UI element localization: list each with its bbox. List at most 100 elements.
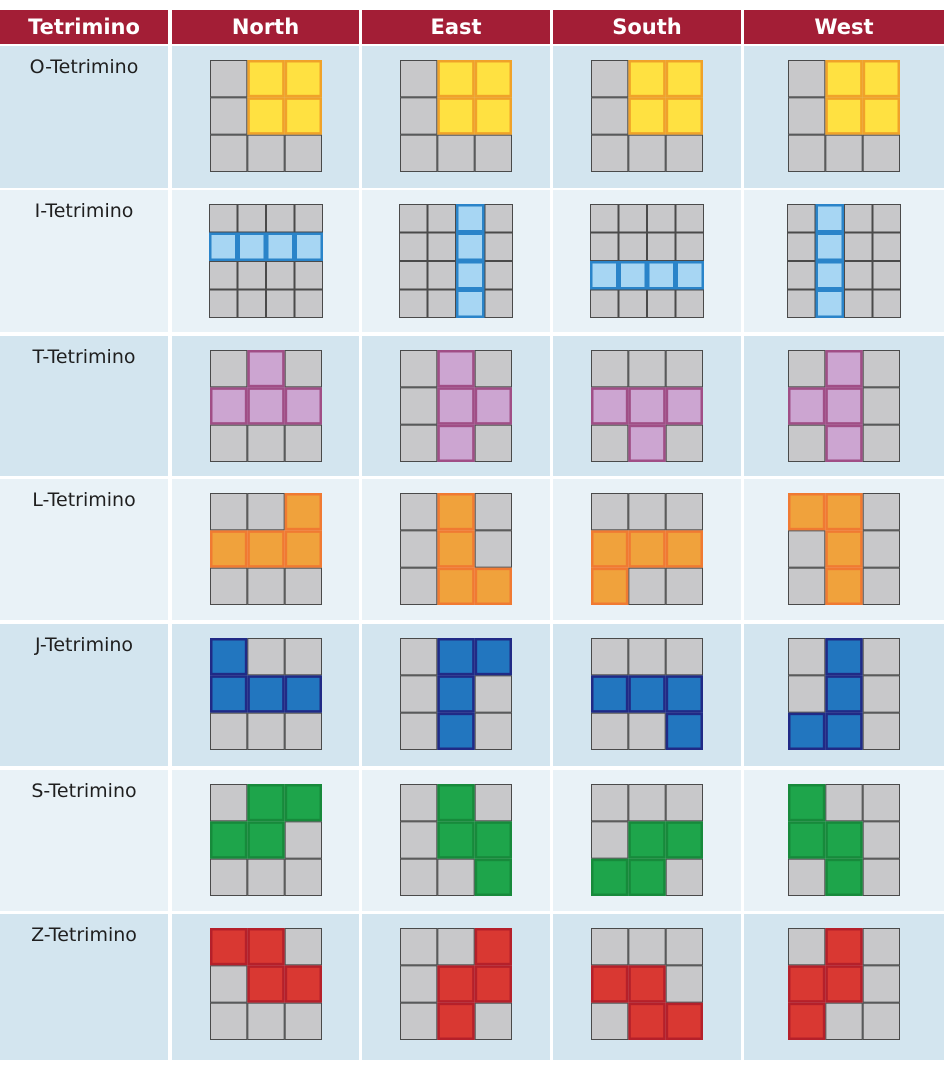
empty-cell	[618, 289, 647, 318]
empty-cell	[862, 858, 900, 896]
row-j-tetrimino: J-Tetrimino	[0, 624, 944, 766]
filled-cell	[437, 712, 475, 750]
filled-cell	[437, 530, 475, 568]
filled-cell	[628, 858, 666, 896]
empty-cell	[675, 232, 704, 261]
empty-cell	[210, 965, 248, 1003]
empty-cell	[474, 134, 512, 172]
east-cell	[362, 46, 550, 188]
filled-cell	[862, 97, 900, 135]
empty-cell	[400, 134, 438, 172]
empty-cell	[862, 424, 900, 462]
west-cell	[744, 46, 944, 188]
tetrimino-name: L-Tetrimino	[32, 489, 136, 511]
empty-cell	[210, 60, 248, 98]
empty-cell	[294, 289, 323, 318]
filled-cell	[247, 530, 285, 568]
filled-cell	[437, 60, 475, 98]
empty-cell	[484, 232, 513, 261]
empty-cell	[400, 493, 438, 531]
north-cell	[172, 190, 359, 332]
i-west-grid	[787, 204, 901, 318]
empty-cell	[400, 858, 438, 896]
empty-cell	[474, 350, 512, 388]
empty-cell	[787, 289, 816, 318]
empty-cell	[788, 675, 826, 713]
filled-cell	[628, 675, 666, 713]
empty-cell	[862, 493, 900, 531]
filled-cell	[591, 675, 629, 713]
filled-cell	[247, 965, 285, 1003]
empty-cell	[872, 261, 901, 290]
west-cell	[744, 336, 944, 476]
empty-cell	[862, 1002, 900, 1040]
empty-cell	[427, 289, 456, 318]
empty-cell	[591, 350, 629, 388]
empty-cell	[862, 712, 900, 750]
filled-cell	[437, 350, 475, 388]
west-cell	[744, 770, 944, 911]
empty-cell	[787, 261, 816, 290]
empty-cell	[825, 784, 863, 822]
header-east: East	[362, 10, 550, 44]
filled-cell	[862, 60, 900, 98]
empty-cell	[427, 232, 456, 261]
filled-cell	[815, 261, 844, 290]
empty-cell	[647, 289, 676, 318]
o-south-grid	[591, 60, 703, 172]
empty-cell	[872, 204, 901, 233]
empty-cell	[400, 821, 438, 859]
south-cell	[553, 336, 741, 476]
empty-cell	[400, 712, 438, 750]
j-east-grid	[400, 638, 512, 750]
j-north-grid	[210, 638, 322, 750]
filled-cell	[825, 97, 863, 135]
filled-cell	[825, 350, 863, 388]
empty-cell	[400, 928, 438, 966]
empty-cell	[618, 232, 647, 261]
empty-cell	[591, 712, 629, 750]
empty-cell	[788, 858, 826, 896]
filled-cell	[284, 493, 322, 531]
south-cell	[553, 624, 741, 766]
filled-cell	[437, 387, 475, 425]
empty-cell	[484, 289, 513, 318]
filled-cell	[437, 675, 475, 713]
i-south-grid	[590, 204, 704, 318]
north-cell	[172, 624, 359, 766]
filled-cell	[825, 530, 863, 568]
header-west: West	[744, 10, 944, 44]
j-west-grid	[788, 638, 900, 750]
empty-cell	[862, 965, 900, 1003]
filled-cell	[665, 712, 703, 750]
o-west-grid	[788, 60, 900, 172]
filled-cell	[247, 928, 285, 966]
empty-cell	[437, 134, 475, 172]
north-cell	[172, 336, 359, 476]
empty-cell	[788, 60, 826, 98]
i-north-grid	[209, 204, 323, 318]
empty-cell	[862, 784, 900, 822]
empty-cell	[400, 784, 438, 822]
empty-cell	[591, 134, 629, 172]
empty-cell	[247, 638, 285, 676]
empty-cell	[788, 134, 826, 172]
filled-cell	[815, 232, 844, 261]
empty-cell	[400, 638, 438, 676]
empty-cell	[437, 858, 475, 896]
filled-cell	[474, 60, 512, 98]
empty-cell	[788, 638, 826, 676]
filled-cell	[825, 493, 863, 531]
t-east-grid	[400, 350, 512, 462]
t-west-grid	[788, 350, 900, 462]
empty-cell	[787, 232, 816, 261]
empty-cell	[788, 97, 826, 135]
l-north-grid	[210, 493, 322, 605]
empty-cell	[210, 134, 248, 172]
filled-cell	[474, 97, 512, 135]
empty-cell	[400, 965, 438, 1003]
row-z-tetrimino: Z-Tetrimino	[0, 914, 944, 1060]
filled-cell	[628, 424, 666, 462]
empty-cell	[787, 204, 816, 233]
filled-cell	[665, 1002, 703, 1040]
